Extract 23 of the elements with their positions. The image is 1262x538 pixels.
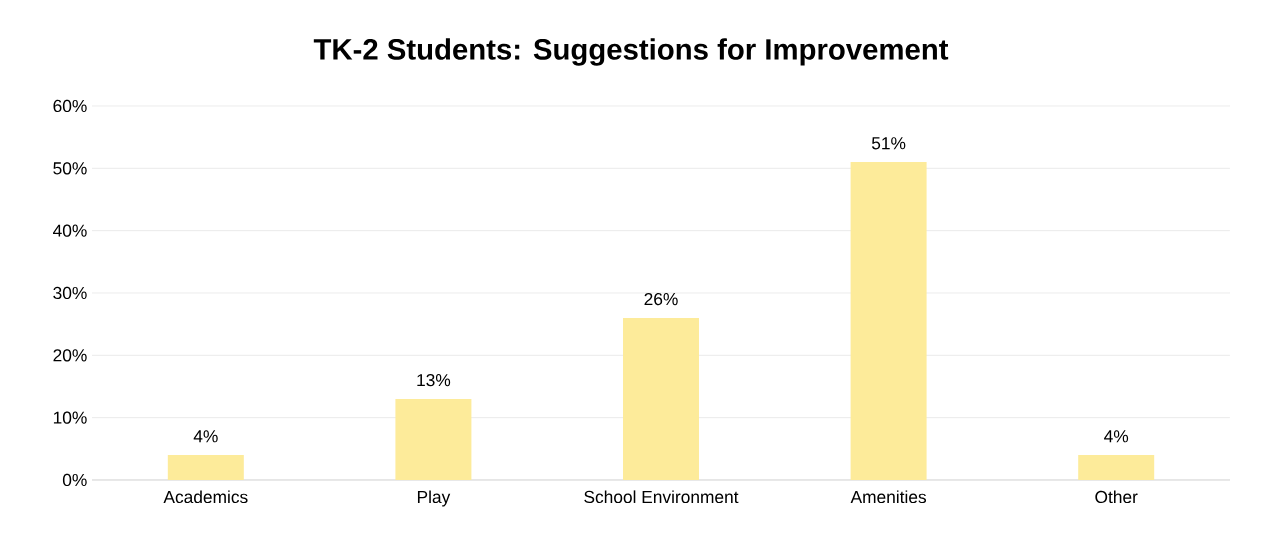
data-label: 51% [871,137,906,150]
y-tick-label: 60% [53,99,87,113]
y-tick-label: 30% [53,286,87,300]
x-tick-label: School Environment [584,490,739,504]
data-label: 26% [644,292,678,306]
bar [850,162,927,480]
y-tick-label: 40% [53,224,87,237]
x-tick-label: Amenities [850,490,927,504]
y-tick-label: 20% [53,349,87,362]
chart-title: TK-2 Students: Suggestions for Improvement [313,38,949,66]
y-tick-label: 10% [53,411,87,424]
data-label: 4% [1104,430,1129,443]
x-tick-label: Academics [163,490,248,504]
bar [167,455,244,480]
data-label: 13% [417,373,451,387]
bar [623,317,699,480]
bar [395,398,472,480]
x-tick-label: Play [417,490,451,507]
y-tick-label: 0% [62,473,87,487]
data-label: 4% [193,430,218,443]
bar [1078,455,1155,480]
y-tick-label: 50% [53,162,87,175]
x-tick-label: Other [1095,490,1138,504]
